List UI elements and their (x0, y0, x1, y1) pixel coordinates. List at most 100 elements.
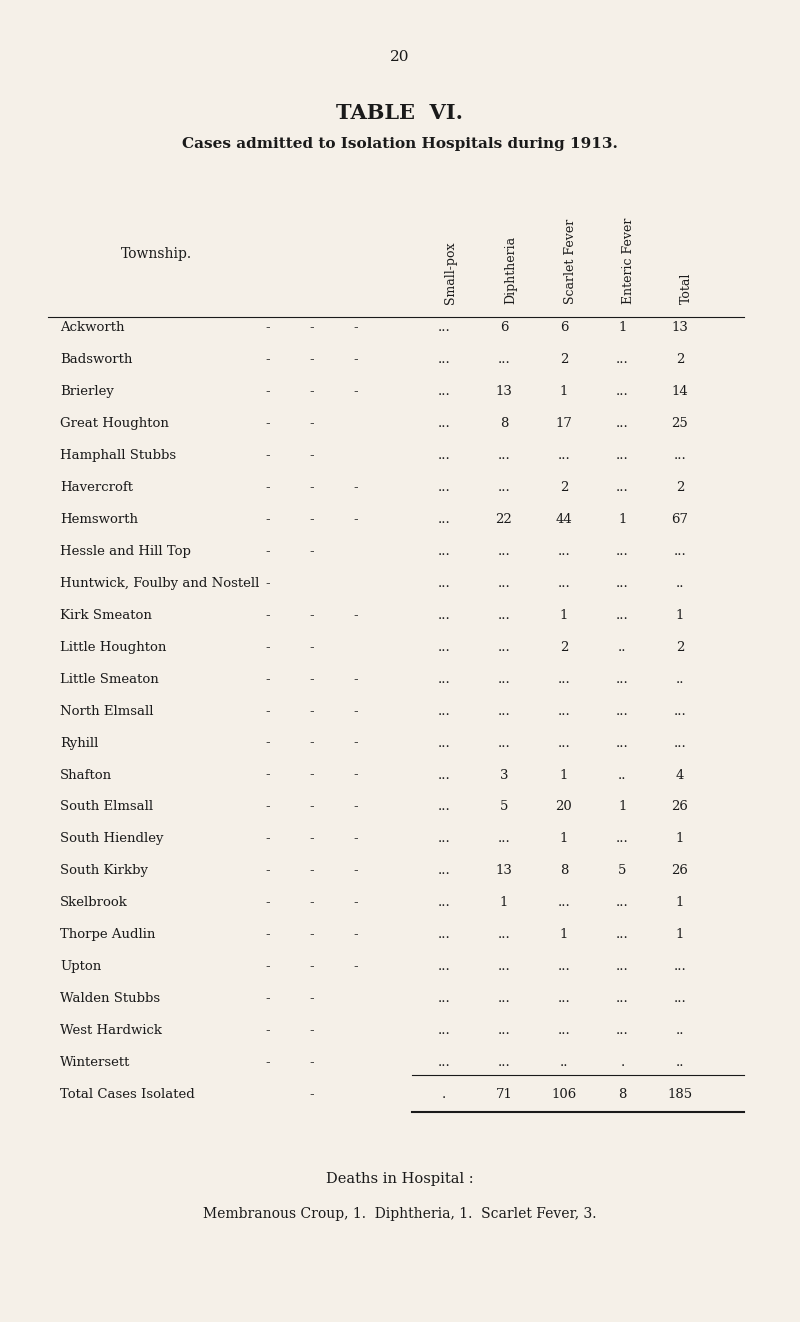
Text: -: - (310, 513, 314, 526)
Text: -: - (310, 705, 314, 718)
Text: 2: 2 (676, 641, 684, 654)
Text: -: - (354, 353, 358, 366)
Text: ...: ... (438, 321, 450, 334)
Text: Huntwick, Foulby and Nostell: Huntwick, Foulby and Nostell (60, 576, 259, 590)
Text: ...: ... (438, 641, 450, 654)
Text: -: - (266, 992, 270, 1005)
Text: -: - (266, 865, 270, 878)
Text: -: - (354, 673, 358, 686)
Text: 1: 1 (676, 928, 684, 941)
Text: ...: ... (438, 449, 450, 463)
Text: -: - (310, 321, 314, 334)
Text: ...: ... (438, 705, 450, 718)
Text: ...: ... (616, 481, 629, 494)
Text: -: - (266, 768, 270, 781)
Text: ...: ... (616, 960, 629, 973)
Text: ...: ... (438, 865, 450, 878)
Text: ...: ... (558, 1025, 570, 1036)
Text: ...: ... (498, 353, 510, 366)
Text: ...: ... (616, 673, 629, 686)
Text: -: - (310, 418, 314, 430)
Text: 14: 14 (672, 385, 688, 398)
Text: ...: ... (498, 609, 510, 621)
Text: ...: ... (558, 545, 570, 558)
Text: ...: ... (438, 513, 450, 526)
Text: -: - (354, 865, 358, 878)
Text: -: - (310, 545, 314, 558)
Text: -: - (266, 576, 270, 590)
Text: ...: ... (616, 992, 629, 1005)
Text: Little Houghton: Little Houghton (60, 641, 166, 654)
Text: ...: ... (438, 673, 450, 686)
Text: -: - (310, 992, 314, 1005)
Text: ..: .. (676, 1056, 684, 1069)
Text: Badsworth: Badsworth (60, 353, 132, 366)
Text: 8: 8 (500, 418, 508, 430)
Text: ...: ... (438, 960, 450, 973)
Text: Hamphall Stubbs: Hamphall Stubbs (60, 449, 176, 463)
Text: -: - (354, 609, 358, 621)
Text: ...: ... (498, 576, 510, 590)
Text: Cases admitted to Isolation Hospitals during 1913.: Cases admitted to Isolation Hospitals du… (182, 137, 618, 152)
Text: -: - (310, 736, 314, 750)
Text: Total: Total (680, 272, 693, 304)
Text: -: - (310, 865, 314, 878)
Text: ...: ... (616, 418, 629, 430)
Text: -: - (266, 641, 270, 654)
Text: ...: ... (674, 545, 686, 558)
Text: -: - (310, 800, 314, 813)
Text: ...: ... (438, 1025, 450, 1036)
Text: Great Houghton: Great Houghton (60, 418, 169, 430)
Text: Total Cases Isolated: Total Cases Isolated (60, 1088, 194, 1101)
Text: -: - (310, 1025, 314, 1036)
Text: -: - (354, 481, 358, 494)
Text: Kirk Smeaton: Kirk Smeaton (60, 609, 152, 621)
Text: ...: ... (498, 992, 510, 1005)
Text: -: - (266, 928, 270, 941)
Text: -: - (266, 1056, 270, 1069)
Text: -: - (266, 418, 270, 430)
Text: 22: 22 (496, 513, 512, 526)
Text: 26: 26 (671, 800, 689, 813)
Text: ...: ... (438, 992, 450, 1005)
Text: ...: ... (498, 928, 510, 941)
Text: ...: ... (438, 768, 450, 781)
Text: -: - (310, 768, 314, 781)
Text: ..: .. (676, 576, 684, 590)
Text: -: - (310, 481, 314, 494)
Text: Scarlet Fever: Scarlet Fever (564, 219, 577, 304)
Text: North Elmsall: North Elmsall (60, 705, 154, 718)
Text: -: - (310, 928, 314, 941)
Text: 17: 17 (555, 418, 573, 430)
Text: 5: 5 (500, 800, 508, 813)
Text: ...: ... (438, 418, 450, 430)
Text: ...: ... (674, 736, 686, 750)
Text: -: - (354, 896, 358, 910)
Text: ..: .. (676, 1025, 684, 1036)
Text: -: - (266, 736, 270, 750)
Text: -: - (310, 385, 314, 398)
Text: ...: ... (616, 609, 629, 621)
Text: Upton: Upton (60, 960, 102, 973)
Text: ...: ... (498, 736, 510, 750)
Text: 1: 1 (500, 896, 508, 910)
Text: Hessle and Hill Top: Hessle and Hill Top (60, 545, 191, 558)
Text: 20: 20 (390, 50, 410, 65)
Text: 1: 1 (560, 609, 568, 621)
Text: -: - (310, 896, 314, 910)
Text: -: - (354, 321, 358, 334)
Text: -: - (266, 896, 270, 910)
Text: -: - (310, 960, 314, 973)
Text: -: - (354, 960, 358, 973)
Text: -: - (310, 641, 314, 654)
Text: ...: ... (616, 353, 629, 366)
Text: ...: ... (558, 576, 570, 590)
Text: -: - (266, 481, 270, 494)
Text: ...: ... (438, 609, 450, 621)
Text: ...: ... (498, 673, 510, 686)
Text: Deaths in Hospital :: Deaths in Hospital : (326, 1173, 474, 1186)
Text: -: - (354, 736, 358, 750)
Text: ...: ... (438, 353, 450, 366)
Text: -: - (266, 673, 270, 686)
Text: ...: ... (498, 449, 510, 463)
